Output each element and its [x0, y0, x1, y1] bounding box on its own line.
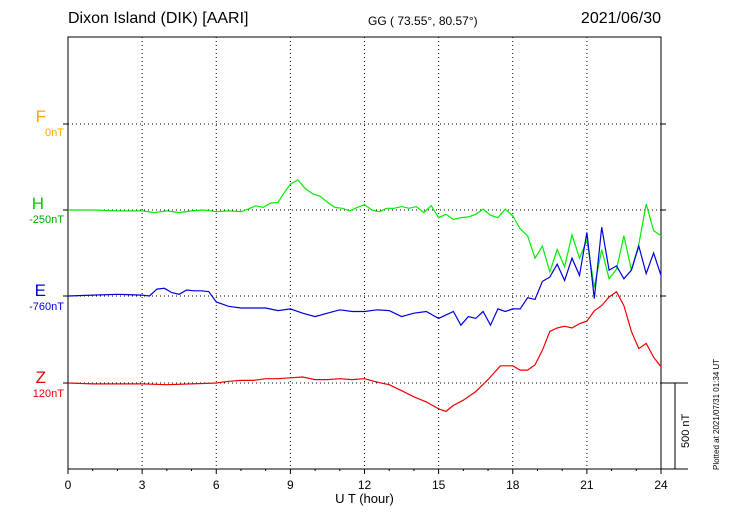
scale-bar-label: 500 nT	[680, 413, 692, 448]
x-tick-label: 3	[139, 478, 146, 492]
x-axis-label: U T (hour)	[335, 491, 394, 506]
series-line-h	[68, 179, 662, 288]
component-h-baseline: -250nT	[29, 214, 64, 226]
component-e-baseline: -760nT	[29, 301, 64, 313]
x-tick-label: 24	[654, 478, 668, 492]
component-h-letter: H	[31, 194, 44, 213]
x-tick-label: 15	[432, 478, 446, 492]
component-e-letter: E	[34, 281, 46, 300]
component-z-letter: Z	[35, 368, 46, 387]
x-tick-label: 18	[506, 478, 520, 492]
x-tick-label: 12	[358, 478, 372, 492]
component-label-h: H -250nT	[20, 194, 64, 226]
x-tick-label: 21	[580, 478, 594, 492]
series-line-z	[67, 290, 662, 413]
component-z-baseline: 120nT	[32, 388, 64, 400]
component-f-letter: F	[35, 107, 46, 126]
plotted-timestamp: Plotted at 2021/07/31 01:34 UT	[712, 358, 721, 470]
component-label-z: Z 120nT	[20, 368, 64, 400]
component-label-f: F 0nT	[20, 107, 64, 139]
station-coordinates: GG ( 73.55°, 80.57°)	[368, 14, 478, 28]
plot-date: 2021/06/30	[580, 10, 661, 27]
x-tick-label: 9	[287, 478, 294, 492]
x-tick-label: 0	[65, 478, 72, 492]
component-label-e: E -760nT	[20, 281, 64, 313]
component-f-baseline: 0nT	[45, 127, 64, 139]
x-tick-label: 6	[213, 478, 220, 492]
series-line-e	[67, 227, 662, 327]
station-title: Dixon Island (DIK) [AARI]	[68, 10, 249, 27]
